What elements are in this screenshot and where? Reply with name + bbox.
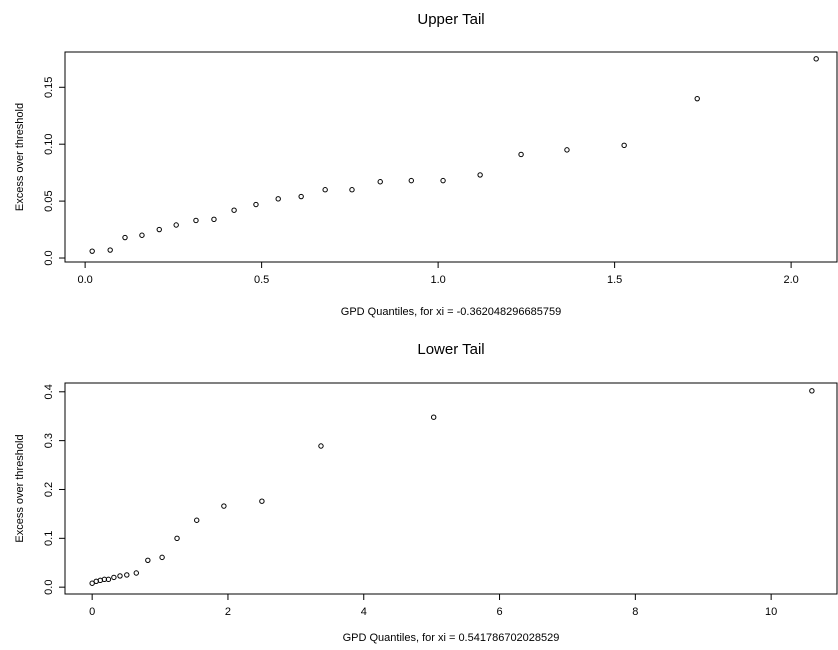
point: [175, 536, 179, 540]
point: [810, 389, 814, 393]
point: [112, 575, 116, 579]
point: [319, 444, 323, 448]
y-axis-label: Excess over threshold: [14, 103, 26, 211]
x-tick-label: 1.0: [430, 274, 445, 286]
point: [134, 571, 138, 575]
y-axis-label: Excess over threshold: [14, 434, 26, 542]
x-tick-label: 0.5: [254, 274, 269, 286]
y-tick-label: 0.4: [43, 384, 55, 399]
point: [431, 415, 435, 419]
point: [695, 96, 699, 100]
point: [276, 197, 280, 201]
y-tick-label: 0.05: [43, 190, 55, 211]
point: [254, 202, 258, 206]
x-tick-label: 1.5: [607, 274, 622, 286]
y-tick-label: 0.0: [43, 250, 55, 265]
point: [125, 573, 129, 577]
point: [174, 223, 178, 227]
point: [260, 499, 264, 503]
chart-title: Upper Tail: [417, 11, 484, 28]
point: [519, 152, 523, 156]
x-tick-label: 8: [632, 606, 638, 618]
y-tick-label: 0.15: [43, 77, 55, 98]
point: [350, 188, 354, 192]
x-tick-label: 10: [765, 606, 777, 618]
y-tick-label: 0.0: [43, 580, 55, 595]
x-tick-label: 6: [496, 606, 502, 618]
point: [146, 558, 150, 562]
plot-frame: [65, 52, 837, 262]
point: [441, 178, 445, 182]
point: [160, 555, 164, 559]
point: [814, 57, 818, 61]
point: [378, 180, 382, 184]
chart-title: Lower Tail: [417, 341, 484, 358]
point: [157, 227, 161, 231]
point: [323, 188, 327, 192]
plot-frame: [65, 383, 837, 594]
point: [195, 518, 199, 522]
point: [140, 233, 144, 237]
x-tick-label: 0.0: [77, 274, 92, 286]
x-tick-label: 2.0: [783, 274, 798, 286]
point: [118, 574, 122, 578]
chart: Upper Tail GPD Quantiles, for xi = -0.362…: [0, 0, 838, 650]
x-axis-label: GPD Quantiles, for xi = 0.54178670202852…: [343, 632, 560, 644]
point: [90, 249, 94, 253]
point: [409, 178, 413, 182]
point: [299, 194, 303, 198]
point: [232, 208, 236, 212]
y-tick-label: 0.10: [43, 133, 55, 154]
y-tick-label: 0.2: [43, 482, 55, 497]
point: [222, 504, 226, 508]
point: [622, 143, 626, 147]
point: [565, 148, 569, 152]
y-tick-label: 0.3: [43, 433, 55, 448]
x-tick-label: 0: [89, 606, 95, 618]
y-tick-label: 0.1: [43, 531, 55, 546]
x-tick-label: 2: [225, 606, 231, 618]
x-axis-label: GPD Quantiles, for xi = -0.3620482966857…: [341, 306, 561, 318]
point: [194, 218, 198, 222]
point: [123, 235, 127, 239]
x-tick-label: 4: [361, 606, 367, 618]
point: [108, 248, 112, 252]
point: [478, 173, 482, 177]
point: [212, 217, 216, 221]
